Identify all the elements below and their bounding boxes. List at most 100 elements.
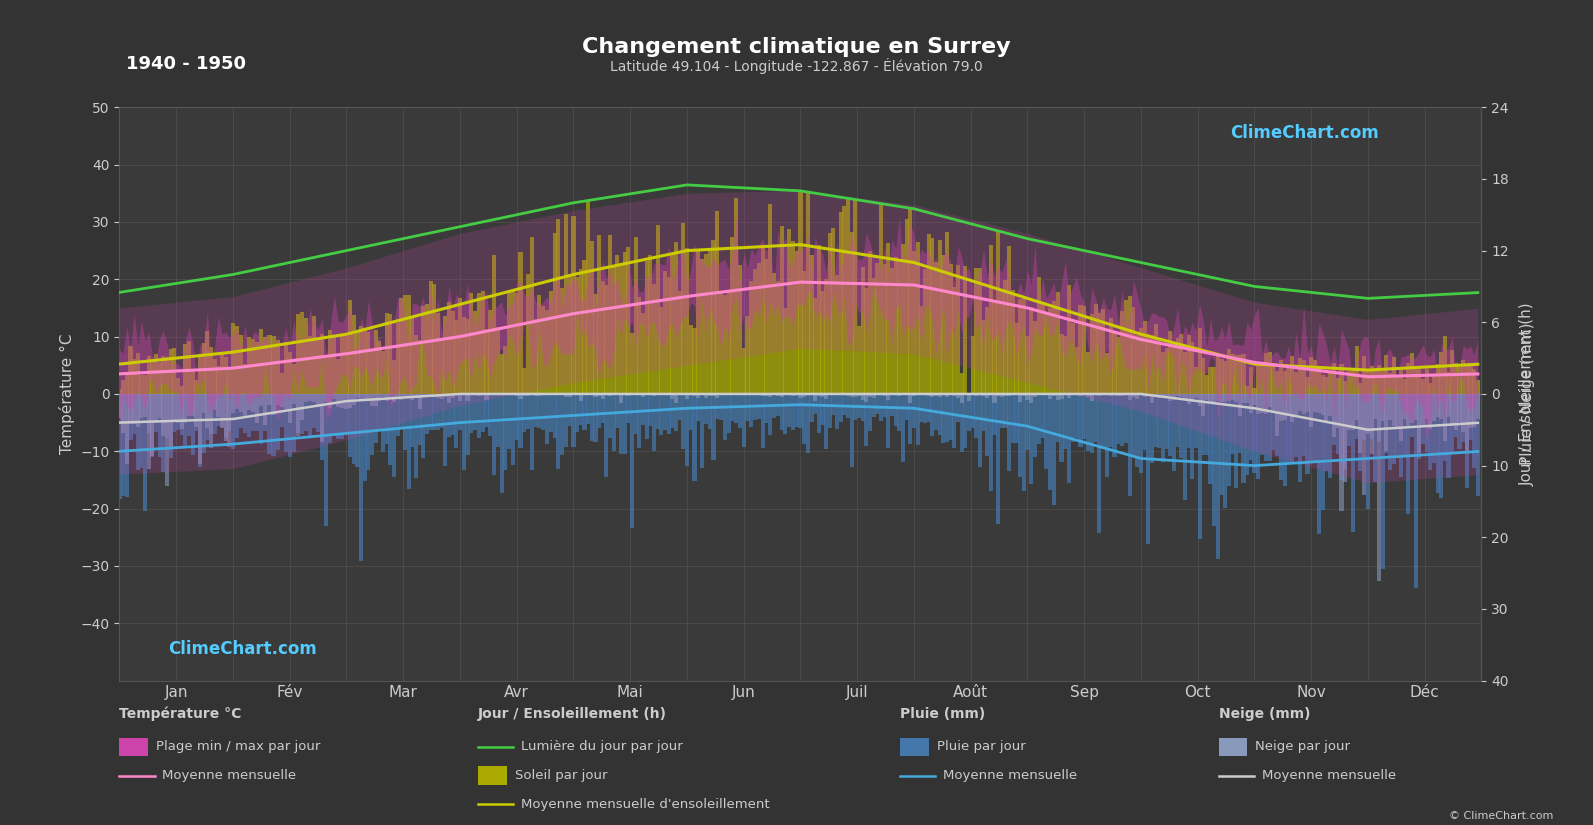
Bar: [609, 394, 612, 396]
Bar: [1059, 394, 1064, 463]
Bar: [984, 394, 989, 456]
Bar: [194, 394, 199, 427]
Bar: [470, 293, 473, 394]
Bar: [1335, 394, 1340, 455]
Bar: [964, 394, 967, 449]
Bar: [696, 394, 701, 422]
Bar: [202, 394, 205, 453]
Bar: [1136, 335, 1139, 394]
Bar: [425, 394, 429, 396]
Bar: [905, 394, 908, 420]
Bar: [534, 394, 538, 427]
Bar: [1362, 394, 1367, 495]
Bar: [583, 394, 586, 431]
Bar: [553, 394, 556, 438]
Bar: [121, 380, 126, 394]
Bar: [749, 394, 753, 395]
Bar: [1392, 357, 1395, 394]
Bar: [1309, 357, 1313, 394]
Bar: [1117, 337, 1120, 394]
Bar: [742, 348, 746, 394]
Bar: [916, 243, 919, 394]
Bar: [648, 394, 653, 426]
Text: Lumière du jour par jour: Lumière du jour par jour: [521, 740, 683, 753]
Bar: [1238, 394, 1243, 453]
Bar: [492, 255, 495, 394]
Bar: [534, 319, 538, 394]
Bar: [465, 394, 470, 455]
Bar: [155, 354, 158, 394]
Bar: [1067, 394, 1070, 398]
Bar: [868, 251, 871, 394]
Bar: [284, 394, 288, 409]
Bar: [773, 394, 776, 418]
Bar: [349, 394, 352, 408]
Bar: [411, 394, 414, 447]
Bar: [292, 394, 296, 404]
Bar: [198, 394, 202, 468]
Bar: [1362, 356, 1367, 394]
Bar: [1187, 394, 1190, 448]
Bar: [236, 394, 239, 438]
Bar: [572, 216, 575, 394]
Bar: [1384, 394, 1389, 453]
Bar: [712, 394, 715, 396]
Bar: [1271, 394, 1276, 450]
Bar: [1395, 375, 1399, 394]
Bar: [746, 394, 750, 421]
Bar: [734, 394, 738, 423]
Bar: [307, 394, 312, 401]
Bar: [1381, 394, 1384, 568]
Bar: [366, 394, 371, 399]
Bar: [487, 310, 492, 394]
Bar: [403, 394, 408, 398]
Bar: [378, 394, 381, 402]
Bar: [231, 394, 236, 412]
Bar: [790, 394, 795, 396]
Bar: [299, 313, 304, 394]
Bar: [1249, 394, 1252, 460]
Bar: [166, 394, 169, 438]
Bar: [1287, 394, 1290, 414]
Bar: [140, 375, 143, 394]
Bar: [135, 394, 140, 427]
Bar: [660, 394, 663, 395]
Bar: [392, 394, 397, 402]
Bar: [1418, 370, 1421, 394]
Bar: [180, 394, 183, 435]
Bar: [515, 394, 519, 396]
Bar: [1123, 300, 1128, 394]
Bar: [1040, 394, 1045, 395]
Bar: [1298, 394, 1301, 482]
Bar: [693, 394, 696, 481]
Bar: [1429, 394, 1432, 470]
Bar: [1000, 394, 1004, 397]
Bar: [776, 394, 781, 396]
Bar: [1395, 394, 1399, 427]
Bar: [1370, 394, 1373, 454]
Bar: [515, 293, 519, 394]
Text: 1940 - 1950: 1940 - 1950: [126, 54, 247, 73]
Bar: [378, 341, 381, 394]
Bar: [260, 394, 263, 406]
Bar: [1450, 394, 1454, 453]
Bar: [239, 394, 244, 428]
Bar: [312, 316, 315, 394]
Bar: [255, 394, 260, 431]
Bar: [454, 320, 459, 394]
Bar: [417, 394, 422, 408]
Bar: [186, 394, 191, 436]
Bar: [328, 394, 333, 408]
Bar: [1172, 394, 1176, 470]
Bar: [336, 394, 341, 407]
Bar: [674, 394, 679, 403]
Bar: [623, 252, 626, 394]
Bar: [753, 394, 757, 395]
Bar: [824, 394, 828, 399]
Bar: [1168, 394, 1172, 401]
Bar: [875, 263, 879, 394]
Bar: [320, 394, 325, 442]
Bar: [908, 208, 913, 394]
Bar: [1012, 394, 1015, 443]
Bar: [1018, 299, 1023, 394]
